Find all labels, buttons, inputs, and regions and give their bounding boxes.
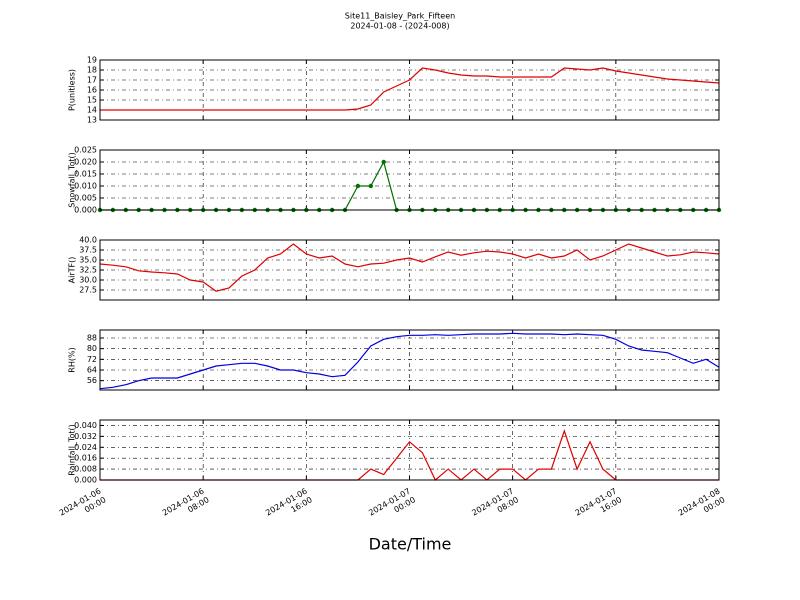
y-axis-label: AirTF() <box>68 257 77 284</box>
y-tick-label: 13 <box>87 116 97 125</box>
y-axis-label: P(unitless) <box>68 69 77 111</box>
x-tick-label: 2024-01-0600:00 <box>57 486 107 526</box>
x-tick-label: 2024-01-0708:00 <box>470 486 520 526</box>
chart-title: Site11_Baisley_Park_Fifteen <box>345 12 455 21</box>
y-tick-label: 30.0 <box>79 276 97 285</box>
y-tick-label: 0.025 <box>74 146 97 155</box>
y-tick-label: 56 <box>87 376 97 385</box>
line-series <box>99 332 720 390</box>
y-tick-label: 0.015 <box>74 170 97 179</box>
y-axis-label: RH(%) <box>68 347 77 372</box>
x-tick-label: 2024-01-0700:00 <box>367 486 417 526</box>
y-tick-label: 0.005 <box>74 194 97 203</box>
line-series <box>99 243 720 292</box>
plot-frame <box>99 239 720 301</box>
plot-frame <box>99 419 720 481</box>
y-tick-label: 17 <box>87 76 97 85</box>
y-tick-label: 0.008 <box>74 465 97 474</box>
x-tick-label: 2024-01-0608:00 <box>161 486 211 526</box>
y-tick-label: 32.5 <box>79 266 97 275</box>
y-tick-label: 37.5 <box>79 246 97 255</box>
x-tick-label: 2024-01-0716:00 <box>573 486 623 526</box>
x-axis-label: Date/Time <box>369 535 452 554</box>
marker <box>355 183 361 189</box>
y-tick-label: 19 <box>87 56 97 65</box>
y-tick-label: 0.032 <box>74 432 97 441</box>
chart-subtitle: 2024-01-08 - (2024-008) <box>350 22 449 31</box>
y-tick-label: 16 <box>87 86 97 95</box>
line-series <box>100 67 720 111</box>
y-axis-label: Rainfall_Tot() <box>68 424 77 476</box>
y-tick-label: 0.040 <box>74 421 97 430</box>
y-tick-label: 35.0 <box>79 256 97 265</box>
y-tick-label: 0.010 <box>74 182 97 191</box>
y-tick-label: 0.020 <box>74 158 97 167</box>
y-tick-label: 0.016 <box>74 454 97 463</box>
y-tick-label: 40.0 <box>79 236 97 245</box>
y-tick-label: 15 <box>87 96 97 105</box>
y-tick-label: 14 <box>87 106 97 115</box>
x-tick-label: 2024-01-0800:00 <box>676 486 726 526</box>
y-tick-label: 0.024 <box>74 443 97 452</box>
plot-frame <box>99 59 720 121</box>
y-tick-label: 0.000 <box>74 476 97 485</box>
y-axis-label: Snowfall_Tot() <box>68 152 77 208</box>
y-tick-label: 80 <box>87 344 97 353</box>
plot-frame <box>99 329 720 391</box>
y-tick-label: 0.000 <box>74 206 97 215</box>
y-tick-label: 27.5 <box>79 286 97 295</box>
y-tick-label: 18 <box>87 66 97 75</box>
y-tick-label: 88 <box>87 334 97 343</box>
y-tick-label: 64 <box>87 366 97 375</box>
y-tick-label: 72 <box>87 355 97 364</box>
x-tick-label: 2024-01-0616:00 <box>264 486 314 526</box>
marker <box>368 183 374 189</box>
marker <box>381 159 386 165</box>
plot-frame <box>99 149 720 211</box>
